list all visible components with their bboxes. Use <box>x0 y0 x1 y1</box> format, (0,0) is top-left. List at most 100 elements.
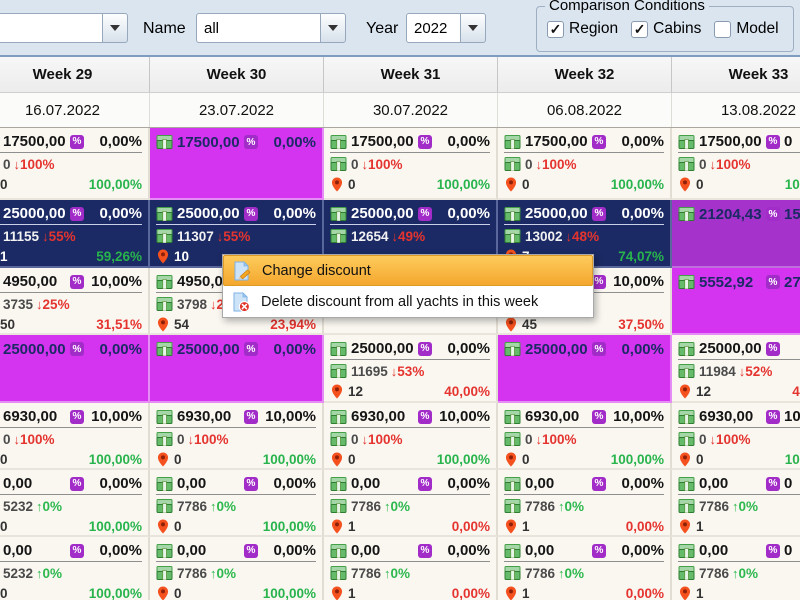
filter-combobox-value[interactable] <box>0 13 102 43</box>
change-percent: 2 <box>216 296 225 312</box>
checkbox-model[interactable] <box>714 20 732 38</box>
price-cell-week29[interactable]: 4950,00% 10,00% 3735 ↓ 25% 50 31,51% <box>0 268 150 335</box>
price-cell-week29[interactable]: 17500,00% 0,00% 0 ↓ 100% 0 100,00% <box>0 128 150 200</box>
menu-item-delete-discount[interactable]: Delete discount from all yachts in this … <box>223 286 593 317</box>
percent-badge-icon: % <box>244 409 258 424</box>
money-icon <box>504 342 521 356</box>
price-cell-week29[interactable]: 25000,00% 0,00% 11155 ↓ 55% 1 59,26% <box>0 200 150 268</box>
discount-percent: 0,00% <box>621 205 664 222</box>
bookings-count: 0 <box>0 176 8 192</box>
money-icon <box>330 476 347 491</box>
arrow-up-icon: ↑ <box>210 498 217 514</box>
bookings-count: 1 <box>696 585 704 600</box>
percent-badge-icon: % <box>766 207 780 221</box>
bookings-line: 0 100,00% <box>156 516 316 535</box>
price-line: 4950,00% 10,00% <box>0 271 142 293</box>
menu-item-change-discount[interactable]: Change discount <box>223 255 593 286</box>
amount-value: 11307 <box>177 228 214 244</box>
price-value: 6930,00 <box>177 408 232 425</box>
price-cell-week30[interactable]: 17500,00% 0,00% <box>150 128 324 200</box>
percent-badge-icon: % <box>70 206 84 221</box>
price-cell-week30[interactable]: 25000,00% 0,00% <box>150 335 324 403</box>
price-cell-week30[interactable]: 6930,00% 10,00% 0 ↓ 100% 0 100,00% <box>150 403 324 470</box>
occupancy-percent: 40,00% <box>444 383 490 399</box>
change-line: 0 ↓ 100% <box>330 429 490 449</box>
change-line: 7786 ↑ 0% <box>504 496 664 516</box>
arrow-down-icon: ↓ <box>709 156 717 172</box>
percent-badge-icon: % <box>418 409 432 424</box>
price-cell-week32[interactable]: 17500,00% 0,00% 0 ↓ 100% 0 100,00% <box>498 128 672 200</box>
name-combobox[interactable]: all <box>196 13 346 43</box>
bookings-line: 1 59,26% <box>0 246 142 266</box>
price-cell-week29[interactable]: 0,00% 0,00% 5232 ↑ 0% 0 100,00% <box>0 537 150 600</box>
year-combobox-dropdown-button[interactable] <box>460 13 486 43</box>
price-cell-week29[interactable]: 6930,00% 10,00% 0 ↓ 100% 0 100,00% <box>0 403 150 470</box>
name-combobox-dropdown-button[interactable] <box>320 13 346 43</box>
year-combobox[interactable]: 2022 <box>406 13 486 43</box>
price-cell-week33[interactable]: 5552,92% 27 <box>672 268 800 335</box>
arrow-down-icon: ↓ <box>42 228 49 244</box>
price-cell-week33[interactable]: 21204,43% 15 <box>672 200 800 268</box>
occupancy-percent: 100,00% <box>262 451 316 467</box>
price-cell-week29[interactable]: 0,00% 0,00% 5232 ↑ 0% 0 100,00% <box>0 470 150 537</box>
money-icon <box>504 476 521 491</box>
price-cell-week32[interactable]: 6930,00% 10,00% 0 ↓ 100% 0 100,00% <box>498 403 672 470</box>
filter-combobox[interactable] <box>0 13 128 43</box>
bookings-line: 50 31,51% <box>0 314 142 333</box>
week-header-cell: Week 29 <box>0 57 150 92</box>
change-line: 0 ↓ 100% <box>0 429 142 449</box>
money-icon <box>504 157 521 171</box>
money-icon <box>504 499 521 513</box>
money-icon <box>678 543 695 558</box>
discount-percent: 0 <box>784 475 793 492</box>
week-header-cell: Week 33 <box>672 57 800 92</box>
price-line: 25000,00% 0,00% <box>0 203 142 225</box>
change-percent: 0% <box>42 498 63 514</box>
price-cell-week30[interactable]: 0,00% 0,00% 7786 ↑ 0% 0 100,00% <box>150 470 324 537</box>
discount-percent: 0,00% <box>621 340 664 358</box>
bookings-line <box>156 381 316 401</box>
filter-combobox-dropdown-button[interactable] <box>102 13 128 43</box>
discount-percent: 0,00% <box>621 475 664 492</box>
bookings-count: 1 <box>0 248 8 264</box>
price-line: 0,00% 0,00% <box>330 473 490 495</box>
price-cell-week31[interactable]: 0,00% 0,00% 7786 ↑ 0% 1 0,00% <box>324 537 498 600</box>
price-cell-week32[interactable]: 0,00% 0,00% 7786 ↑ 0% 1 0,00% <box>498 470 672 537</box>
name-combobox-value[interactable]: all <box>196 13 320 43</box>
price-value: 25000,00 <box>525 205 588 222</box>
price-cell-week31[interactable]: 25000,00% 0,00% 11695 ↓ 53% 12 40,00% <box>324 335 498 403</box>
money-icon <box>330 499 347 513</box>
price-value: 17500,00 <box>351 133 414 150</box>
price-cell-week32[interactable]: 25000,00% 0,00% <box>498 335 672 403</box>
discount-percent: 0 <box>784 133 793 150</box>
arrow-down-icon: ↓ <box>210 296 217 312</box>
location-pin-icon <box>157 451 169 467</box>
price-line: 21204,43% 15 <box>678 203 800 225</box>
price-value: 0,00 <box>351 542 381 559</box>
discount-percent: 0,00% <box>99 542 142 559</box>
price-cell-week29[interactable]: 25000,00% 0,00% <box>0 335 150 403</box>
price-line: 17500,00% 0 <box>678 131 800 153</box>
price-cell-week30[interactable]: 0,00% 0,00% 7786 ↑ 0% 0 100,00% <box>150 537 324 600</box>
bookings-line: 0 100,00% <box>330 174 490 194</box>
yacht-price-grid: 17500,00% 0,00% 0 ↓ 100% 0 100,00% 17500,00% 0,0… <box>0 128 800 600</box>
price-line: 25000,00% <box>678 338 800 360</box>
occupancy-percent: 40,00% <box>792 383 800 399</box>
price-cell-week33[interactable]: 0,00% 0 7786 ↑ 0% 1 <box>672 470 800 537</box>
price-cell-week32[interactable]: 0,00% 0,00% 7786 ↑ 0% 1 0,00% <box>498 537 672 600</box>
price-cell-week33[interactable]: 0,00% 0 7786 ↑ 0% 1 <box>672 537 800 600</box>
arrow-down-icon: ↓ <box>36 296 43 312</box>
price-cell-week32[interactable]: 25000,00%0,00%13002↓48%774,07% <box>498 200 672 268</box>
price-cell-week31[interactable]: 0,00% 0,00% 7786 ↑ 0% 1 0,00% <box>324 470 498 537</box>
year-combobox-value[interactable]: 2022 <box>406 13 460 43</box>
checkbox-cabins[interactable]: ✓ <box>631 20 649 38</box>
change-percent: 49% <box>398 228 426 244</box>
money-icon <box>156 342 173 356</box>
price-cell-week31[interactable]: 17500,00% 0,00% 0 ↓ 100% 0 100,00% <box>324 128 498 200</box>
checkbox-region[interactable]: ✓ <box>547 20 564 38</box>
bookings-count: 0 <box>696 176 704 192</box>
price-cell-week31[interactable]: 6930,00% 10,00% 0 ↓ 100% 0 100,00% <box>324 403 498 470</box>
